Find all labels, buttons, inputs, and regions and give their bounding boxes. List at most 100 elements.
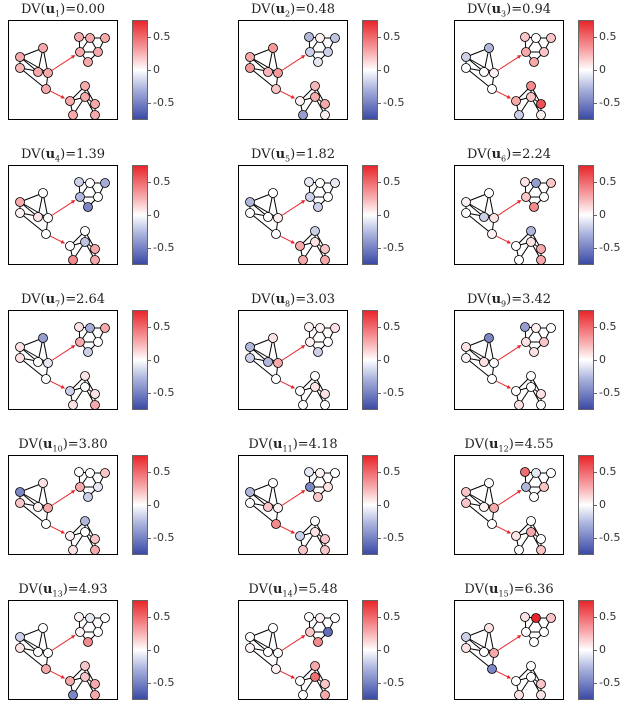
colorbar-tick-label: -0.5 (383, 386, 405, 400)
directed-edge (496, 380, 509, 388)
panel-6: DV(u6)=2.24 0.5 0 -0.5 (446, 147, 644, 287)
dv-value: 4.55 (524, 437, 554, 452)
graph-node (83, 57, 93, 67)
graph-node (298, 110, 308, 119)
graph-node (305, 47, 315, 57)
colorbar-tick-mark (148, 505, 151, 506)
vector-index: 7 (55, 299, 61, 309)
panel-4: DV(u4)=1.39 0.5 0 -0.5 (0, 147, 214, 287)
colorbar-tick-mark (594, 505, 597, 506)
directed-edge (50, 235, 63, 243)
colorbar-tick-mark (378, 326, 381, 328)
graph-node (93, 482, 103, 492)
graph-node (531, 323, 541, 333)
graph-node (531, 613, 541, 623)
graph-node (304, 322, 314, 332)
vector-symbol: u (45, 292, 56, 307)
title-prefix: DV( (20, 292, 46, 307)
colorbar-tick-mark (378, 393, 381, 395)
graph-node (80, 92, 90, 102)
graph-node (65, 96, 75, 106)
graph-plot (8, 310, 118, 410)
colorbar-tick-label: 0 (599, 643, 606, 656)
graph-node (520, 322, 530, 332)
colorbar-tick-label: 0.5 (599, 609, 617, 623)
panel-1: DV(u1)=0.00 0.5 0 -0.5 (0, 2, 214, 142)
title-suffix: )= (506, 2, 523, 17)
colorbar-tick-mark (148, 683, 151, 685)
graph-node (75, 47, 85, 57)
graph-node (529, 637, 539, 647)
title-suffix: )= (292, 437, 309, 452)
colorbar-tick-label: -0.5 (599, 241, 621, 255)
directed-edge (497, 636, 520, 651)
arrow-head (290, 239, 296, 244)
graph-node (43, 68, 53, 78)
title-prefix: DV( (464, 582, 490, 597)
arrow-head (506, 674, 512, 679)
directed-edge (51, 636, 74, 651)
graph-node (526, 672, 536, 682)
graph-node (65, 531, 75, 541)
graph-node (38, 333, 48, 343)
arrow-head (70, 635, 76, 639)
graph-node (320, 690, 330, 699)
vector-index: 13 (52, 589, 63, 599)
graph-node (75, 337, 85, 347)
graph-plot (8, 600, 118, 700)
colorbar-tick-label: 0.5 (599, 319, 617, 333)
panel-title: DV(u10)=3.80 (8, 437, 118, 458)
colorbar (578, 600, 594, 700)
colorbar-tick-mark (378, 650, 381, 651)
dv-value: 4.18 (308, 437, 338, 452)
graph-node (489, 503, 499, 513)
graph-edge (249, 636, 279, 654)
graph-node (305, 192, 315, 202)
colorbar (362, 455, 378, 555)
graph-node (461, 487, 471, 497)
graph-svg (245, 612, 340, 699)
graph-node (310, 92, 320, 102)
colorbar-tick-mark (378, 616, 381, 618)
graph-node (521, 482, 531, 492)
graph-node (461, 632, 471, 642)
colorbar-tick-mark (148, 360, 151, 361)
graph-node (489, 358, 499, 368)
graph-node (100, 468, 110, 478)
graph-node (271, 664, 281, 674)
graph-plot (8, 165, 118, 265)
graph-node (100, 613, 110, 623)
graph-edge (465, 201, 495, 219)
graph-edge (249, 56, 279, 74)
panel-8: DV(u8)=3.03 0.5 0 -0.5 (230, 292, 444, 432)
colorbar-tick-label: -0.5 (599, 96, 621, 110)
title-prefix: DV( (466, 292, 492, 307)
arrow-head (300, 490, 306, 494)
vector-index: 4 (55, 154, 61, 164)
graph-node (313, 57, 323, 67)
colorbar-tick-mark (378, 538, 381, 540)
colorbar-tick-mark (378, 471, 381, 473)
graph-node (41, 374, 51, 384)
arrow-head (290, 529, 296, 534)
title-prefix: DV( (464, 437, 490, 452)
colorbar-tick-label: -0.5 (153, 96, 175, 110)
graph-node (526, 81, 536, 91)
graph-plot (454, 600, 564, 700)
colorbar-tick-mark (148, 393, 151, 395)
title-prefix: DV( (250, 292, 276, 307)
graph-node (43, 503, 53, 513)
graph-node (526, 516, 536, 526)
dv-value: 5.48 (308, 582, 338, 597)
graph-edge (465, 357, 493, 380)
graph-plot (454, 455, 564, 555)
graph-node (15, 487, 25, 497)
graph-edge (19, 346, 49, 364)
graph-svg (15, 612, 110, 699)
graph-node (526, 92, 536, 102)
arrow-head (300, 200, 306, 204)
panel-title: DV(u12)=4.55 (454, 437, 564, 458)
graph-node (323, 627, 333, 637)
colorbar-tick-label: 0.5 (153, 174, 171, 188)
graph-node (65, 386, 75, 396)
